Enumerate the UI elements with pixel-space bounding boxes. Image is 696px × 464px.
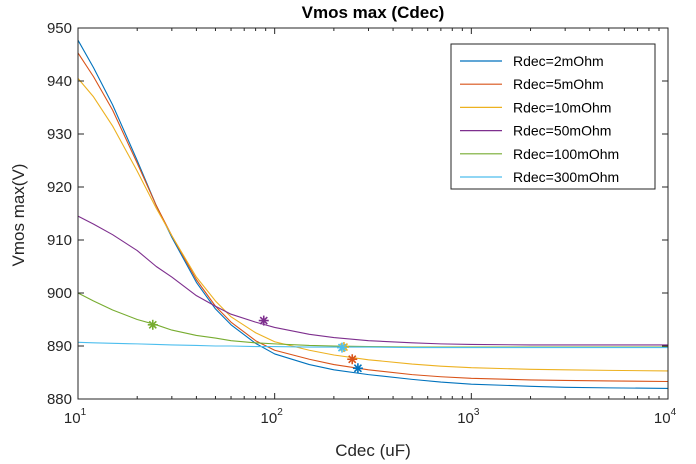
x-axis-label: Cdec (uF) <box>335 441 411 460</box>
plot-frame <box>77 27 669 400</box>
legend-label-5: Rdec=100mOhm <box>513 146 619 162</box>
series-marker-6 <box>337 342 348 353</box>
legend-label-4: Rdec=50mOhm <box>513 123 611 139</box>
series-marker-5 <box>147 319 158 330</box>
legend-box <box>450 43 656 190</box>
y-tick-label: 900 <box>47 285 72 302</box>
y-tick-label: 890 <box>47 338 72 355</box>
x-tick-label: 102 <box>261 407 284 427</box>
y-tick-label: 950 <box>47 20 72 37</box>
x-tick-label: 104 <box>654 407 677 427</box>
y-tick-label: 910 <box>47 232 72 249</box>
plot-area: 101 102 103 104 880 890 900 910 920 930 940 950 <box>47 20 677 427</box>
legend-label-2: Rdec=5mOhm <box>513 76 604 92</box>
series-layer <box>77 39 669 389</box>
series-line-4 <box>77 215 668 346</box>
tick-layer: 101 102 103 104 880 890 900 910 920 930 940 950 <box>47 20 677 427</box>
x-tick-label: 101 <box>64 407 87 427</box>
series-line-2 <box>77 52 669 383</box>
legend-label-1: Rdec=2mOhm <box>513 53 604 69</box>
legend-label-3: Rdec=10mOhm <box>513 99 611 115</box>
series-line-3 <box>77 77 669 372</box>
y-axis-label: Vmos max(V) <box>9 164 28 267</box>
y-tick-label: 940 <box>47 73 72 90</box>
series-line-6 <box>77 341 668 349</box>
y-tick-label: 920 <box>47 179 72 196</box>
chart-title: Vmos max (Cdec) <box>302 3 445 22</box>
legend: Rdec=2mOhm Rdec=5mOhm Rdec=10mOhm Rdec=50mO… <box>450 43 656 190</box>
series-marker-4 <box>258 315 269 326</box>
y-tick-label: 880 <box>47 391 72 408</box>
legend-label-6: Rdec=300mOhm <box>513 169 619 185</box>
series-marker-1 <box>352 363 363 374</box>
marker-layer <box>147 315 363 374</box>
y-tick-label: 930 <box>47 126 72 143</box>
series-line-1 <box>77 39 669 389</box>
x-tick-label: 103 <box>457 407 480 427</box>
series-marker-2 <box>347 354 358 365</box>
